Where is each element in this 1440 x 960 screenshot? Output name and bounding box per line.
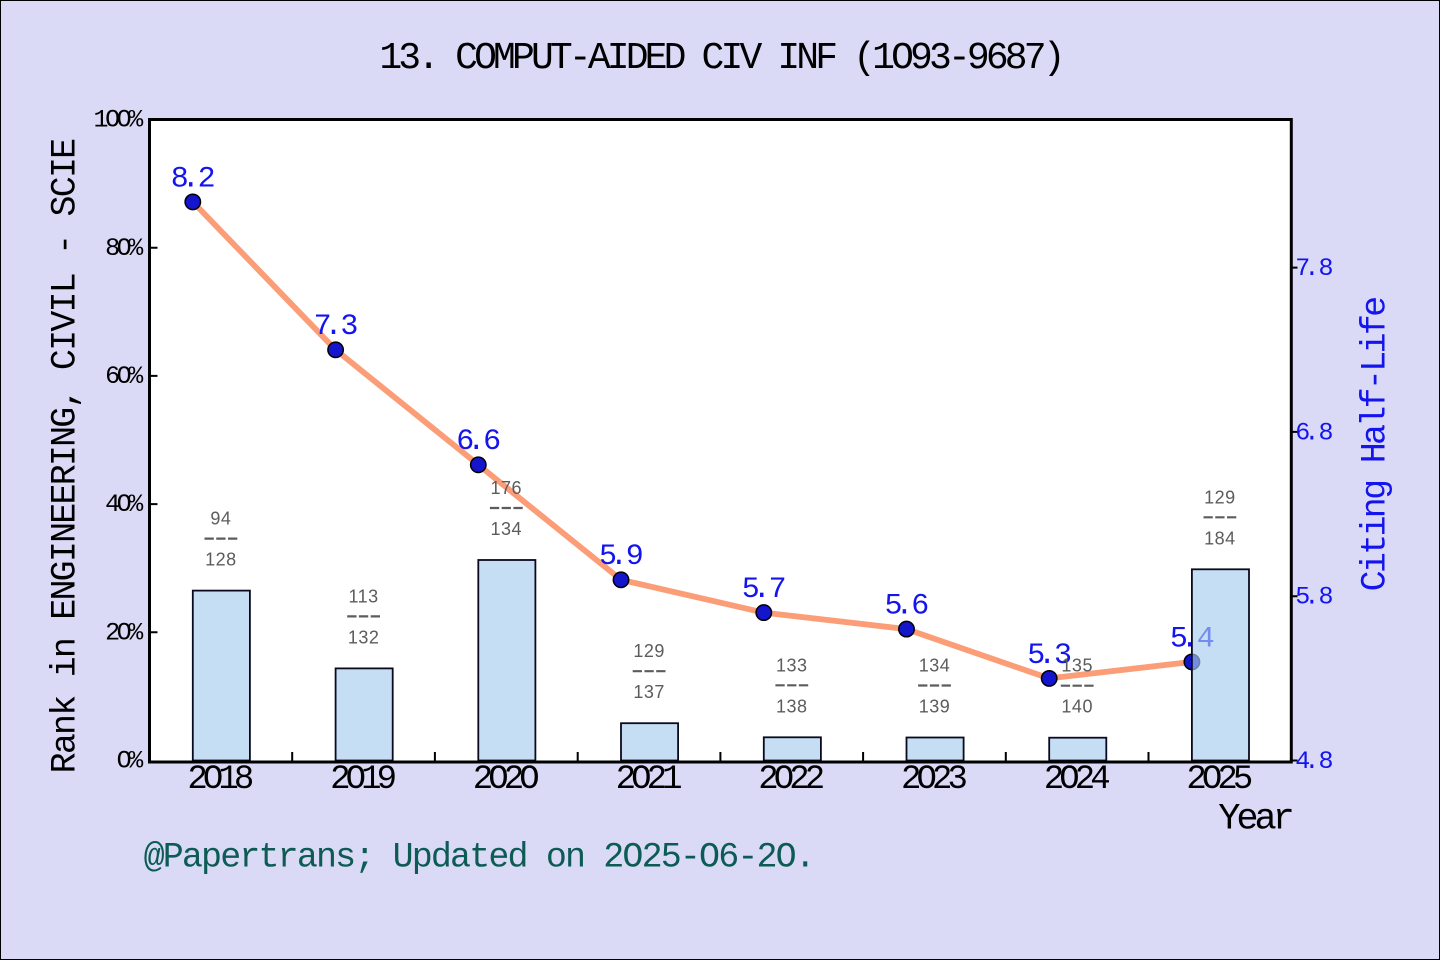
svg-text:8O%: 8O%: [105, 234, 144, 263]
svg-text:2O2O: 2O2O: [473, 761, 539, 799]
svg-text:6.6: 6.6: [456, 425, 500, 459]
svg-text:2O24: 2O24: [1044, 761, 1110, 799]
svg-text:133: 133: [776, 655, 808, 675]
svg-text:128: 128: [205, 550, 237, 570]
svg-text:5.9: 5.9: [599, 540, 642, 574]
svg-text:1OO%: 1OO%: [94, 106, 145, 135]
svg-text:Rank in ENGINEERING, CIVIL - S: Rank in ENGINEERING, CIVIL - SCIE: [46, 139, 86, 774]
svg-text:4O%: 4O%: [105, 490, 144, 519]
svg-text:2O23: 2O23: [901, 761, 967, 799]
svg-text:5.8: 5. 8: [1295, 583, 1332, 612]
svg-text:6.8: 6. 8: [1295, 418, 1332, 447]
svg-text:2O22: 2O22: [758, 761, 823, 799]
svg-text:129: 129: [633, 641, 665, 661]
svg-text:139: 139: [919, 697, 951, 717]
svg-text:5.7: 5.7: [742, 573, 785, 607]
svg-text:134: 134: [919, 656, 951, 676]
svg-text:4.8: 4. 8: [1295, 747, 1332, 776]
svg-text:5.6: 5.6: [884, 590, 928, 624]
svg-text:Year: Year: [1218, 799, 1291, 841]
svg-text:@Papertrans; Updated on 2O25-O: @Papertrans; Updated on 2O25-O6-2O.: [144, 837, 814, 877]
svg-text:2O19: 2O19: [330, 761, 396, 799]
svg-text:2O18: 2O18: [187, 761, 253, 799]
svg-text:6O%: 6O%: [105, 362, 144, 391]
svg-text:134: 134: [491, 519, 523, 539]
svg-text:135: 135: [1061, 656, 1093, 676]
svg-text:132: 132: [348, 627, 380, 647]
svg-text:7.8: 7. 8: [1295, 254, 1332, 283]
svg-text:Citing Half-Life: Citing Half-Life: [1355, 298, 1395, 592]
svg-text:13. COMPUT-AIDED CIV INF (1O93: 13. COMPUT-AIDED CIV INF (1O93-9687): [379, 37, 1061, 80]
svg-text:2O25: 2O25: [1186, 761, 1252, 799]
svg-text:129: 129: [1204, 487, 1236, 507]
svg-text:138: 138: [776, 696, 808, 716]
svg-text:176: 176: [491, 478, 523, 498]
svg-text:8.2: 8.2: [171, 162, 214, 196]
svg-text:2O%: 2O%: [105, 618, 144, 647]
svg-text:7.3: 7.3: [314, 310, 358, 344]
svg-text:113: 113: [348, 586, 378, 606]
svg-text:94: 94: [210, 509, 231, 529]
svg-text:140: 140: [1061, 697, 1093, 717]
svg-text:137: 137: [633, 682, 665, 702]
svg-text:184: 184: [1204, 528, 1236, 548]
svg-text:2O21: 2O21: [616, 761, 682, 799]
